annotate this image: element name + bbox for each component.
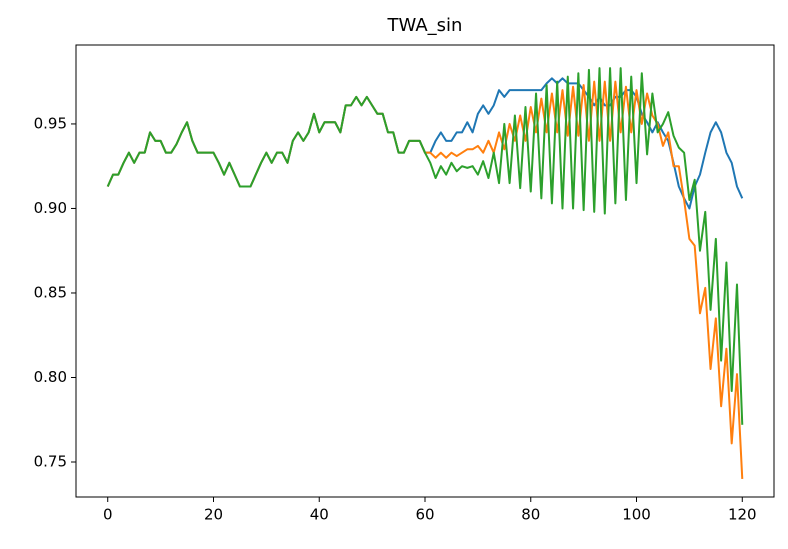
chart-title: TWA_sin <box>387 15 463 36</box>
series-line <box>106 67 744 425</box>
x-tick-label: 20 <box>204 506 223 524</box>
x-tick-label: 0 <box>103 506 113 524</box>
x-tick-label: 40 <box>310 506 329 524</box>
x-tick-label: 60 <box>415 506 434 524</box>
y-tick-label: 0.75 <box>34 453 67 471</box>
y-tick-label: 0.95 <box>34 114 67 132</box>
x-tick-label: 120 <box>728 506 757 524</box>
x-tick-label: 80 <box>521 506 540 524</box>
plot-frame <box>75 44 775 498</box>
x-tick-label: 100 <box>622 506 651 524</box>
y-tick-label: 0.90 <box>34 199 67 217</box>
y-tick-label: 0.80 <box>34 368 67 386</box>
y-tick-label: 0.85 <box>34 283 67 301</box>
